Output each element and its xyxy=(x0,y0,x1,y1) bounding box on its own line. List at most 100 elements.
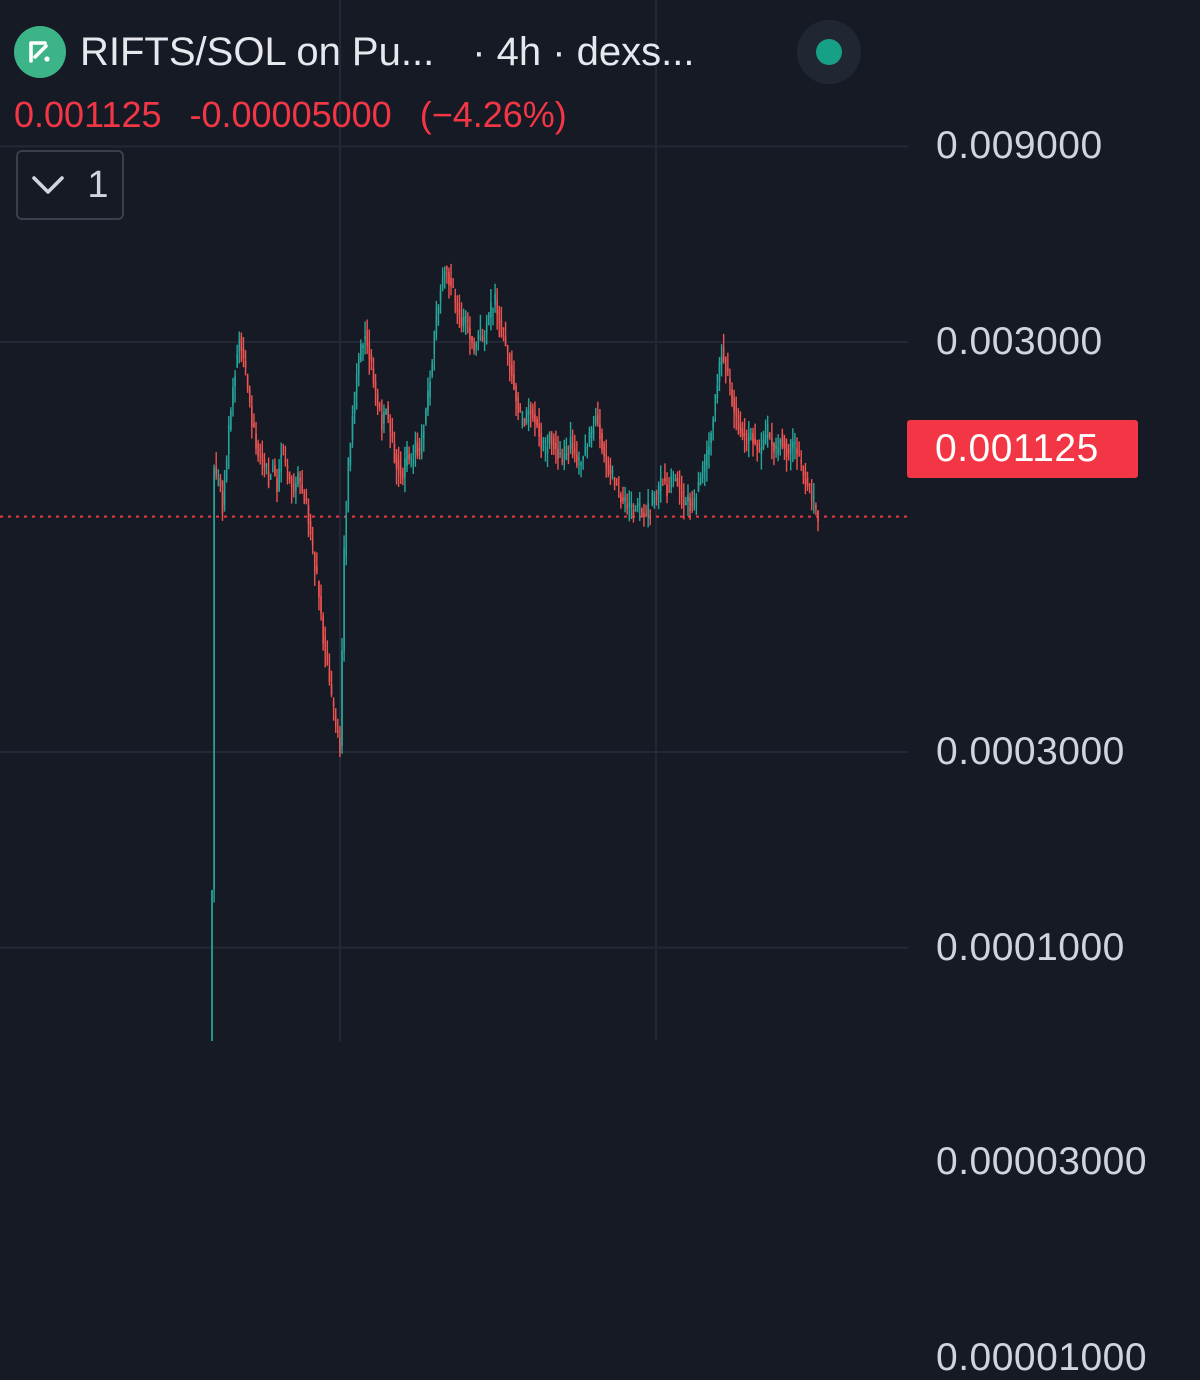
candle-body xyxy=(647,502,649,516)
candle-body xyxy=(487,313,490,326)
candle-body xyxy=(332,700,335,707)
candle-body xyxy=(513,374,515,390)
candle-body xyxy=(473,342,475,352)
candle-body xyxy=(387,405,389,419)
candle-body xyxy=(502,327,505,330)
candle-body xyxy=(410,459,413,461)
candle-body xyxy=(634,509,637,512)
candle-body xyxy=(771,438,773,446)
candle-body xyxy=(523,418,526,427)
candle-body xyxy=(496,299,498,315)
candle-body xyxy=(573,448,576,454)
candle-body xyxy=(559,452,561,454)
candle-body xyxy=(597,414,599,424)
chart-logo-icon[interactable] xyxy=(14,26,66,78)
candle-body xyxy=(792,441,794,449)
candle-body xyxy=(806,477,809,487)
candle-body xyxy=(257,443,259,458)
candle-body xyxy=(737,414,740,431)
candle-body xyxy=(393,443,396,463)
candle-body xyxy=(676,477,679,486)
price-chart[interactable] xyxy=(0,0,1200,1041)
candle-body xyxy=(622,497,624,501)
candle-body xyxy=(420,433,423,454)
candle-body xyxy=(351,416,354,440)
candle-body xyxy=(259,448,262,450)
candle-body xyxy=(370,354,373,362)
candle-body xyxy=(309,521,312,535)
candle-body xyxy=(326,651,329,665)
candle-body xyxy=(433,331,436,355)
candle-body xyxy=(374,381,377,391)
candle-body xyxy=(278,468,280,491)
price-change-percent: (−4.26%) xyxy=(419,94,567,135)
candle-body xyxy=(372,368,375,383)
candle-body xyxy=(265,464,268,466)
candle-body xyxy=(362,345,364,349)
candle-body xyxy=(804,471,807,484)
candle-body xyxy=(678,484,681,490)
candle-body xyxy=(682,498,685,506)
candle-body xyxy=(632,509,635,516)
candle-body xyxy=(695,497,698,500)
candle-body xyxy=(322,615,324,644)
candle-body xyxy=(462,316,465,326)
candle-body xyxy=(766,424,769,439)
candle-body xyxy=(580,462,582,466)
candle-body xyxy=(779,440,782,444)
candle-body xyxy=(500,319,503,337)
candle-body xyxy=(666,484,668,496)
candle-body xyxy=(357,356,360,375)
price-axis[interactable]: 0.065000.025000.0090000.0030000.00030000… xyxy=(908,0,1200,1378)
candle-body xyxy=(699,477,702,485)
candle-body xyxy=(529,405,532,416)
candle-body xyxy=(408,453,410,460)
candle-body xyxy=(225,459,228,480)
candle-body xyxy=(475,344,478,349)
candle-body xyxy=(395,453,398,469)
candle-body xyxy=(506,345,509,352)
candle-body xyxy=(674,479,677,481)
candle-body xyxy=(490,302,492,318)
candle-body xyxy=(425,408,427,424)
candle-body xyxy=(477,334,480,340)
candle-body xyxy=(813,496,815,499)
chart-legend: RIFTS/SOL on Pu... · 4h · dexs... xyxy=(14,24,695,80)
candle-body xyxy=(794,442,796,444)
candle-body xyxy=(305,498,308,501)
candle-body xyxy=(787,448,790,454)
candle-body xyxy=(544,447,547,449)
candle-body xyxy=(389,419,392,432)
candle-body xyxy=(213,467,215,891)
candle-body xyxy=(483,340,486,342)
candle-body xyxy=(584,446,587,454)
candle-body xyxy=(691,503,693,506)
candle-body xyxy=(355,373,358,395)
candle-body xyxy=(334,715,337,727)
candle-body xyxy=(743,432,746,437)
candle-body xyxy=(467,319,469,321)
candle-body xyxy=(578,457,580,460)
candle-body xyxy=(651,492,654,506)
candle-body xyxy=(638,504,641,506)
candle-body xyxy=(710,432,712,444)
candle-body xyxy=(399,465,402,476)
symbol-title[interactable]: RIFTS/SOL on Pu... xyxy=(80,29,435,74)
interval-source-label[interactable]: · 4h · dexs... xyxy=(472,29,695,74)
candle-body xyxy=(798,453,800,456)
candle-body xyxy=(297,472,299,485)
candle-body xyxy=(330,684,333,695)
candle-body xyxy=(557,448,559,459)
candle-body xyxy=(221,491,224,514)
candle-body xyxy=(492,309,494,311)
candle-body xyxy=(391,432,394,437)
candle-body xyxy=(768,432,771,438)
candlestick-series xyxy=(211,263,819,1041)
candle-body xyxy=(796,448,798,454)
market-status-indicator[interactable] xyxy=(797,20,861,84)
indicators-toggle-button[interactable]: 1 xyxy=(16,150,124,220)
candle-body xyxy=(571,443,574,456)
candle-body xyxy=(599,423,601,440)
axis-tick-label-5: 0.0001000 xyxy=(936,925,1125,969)
candle-body xyxy=(617,490,620,493)
